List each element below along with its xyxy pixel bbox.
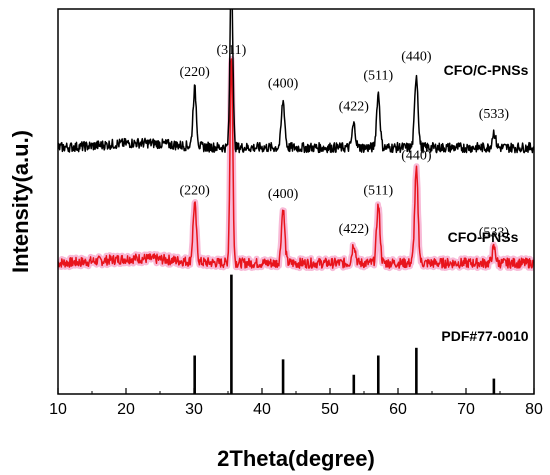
x-tick-label: 10 [49,401,67,418]
x-tick-label: 20 [117,401,135,418]
series-label-cfo-c-pnss: CFO/C-PNSs [444,62,529,78]
peak-label: (422) [339,100,370,115]
peak-label: (533) [479,226,510,241]
series-label-cfo-pnss: CFO-PNSs [448,229,519,245]
series-labels: CFO/C-PNSs CFO-PNSs PDF#77-0010 [441,62,528,344]
peak-label: (511) [363,183,393,198]
cfo-c-pnss-line [58,9,534,154]
peak-label: (220) [180,183,211,198]
peak-label: (440) [401,49,432,64]
series-group [58,9,534,394]
peak-label: (533) [479,107,510,122]
x-tick-label: 50 [321,401,339,418]
peak-label: (400) [268,76,299,91]
y-axis-title: Intensity(a.u.) [8,130,33,273]
x-axis-ticks: 10 20 30 40 50 60 70 80 [49,388,543,418]
x-tick-label: 60 [389,401,407,418]
peak-label: (311) [216,43,246,58]
peak-labels: (220) (311) (400) (422) (511) (440) (533) (220)… [180,43,510,241]
peak-label: (440) [401,149,432,164]
plot-content: (220) (311) (400) (422) (511) (440) (533) (220)… [58,9,534,394]
x-tick-label: 30 [185,401,203,418]
peak-label: (511) [363,69,393,84]
x-tick-label: 80 [525,401,543,418]
x-axis-title: 2Theta(degree) [217,446,375,471]
peak-label: (220) [180,65,211,80]
x-tick-label: 70 [457,401,475,418]
cfo-pnss-line [58,58,534,269]
x-tick-label: 40 [253,401,271,418]
peak-label: (422) [339,222,370,237]
series-label-pdf: PDF#77-0010 [441,328,528,344]
peak-label: (400) [268,187,299,202]
